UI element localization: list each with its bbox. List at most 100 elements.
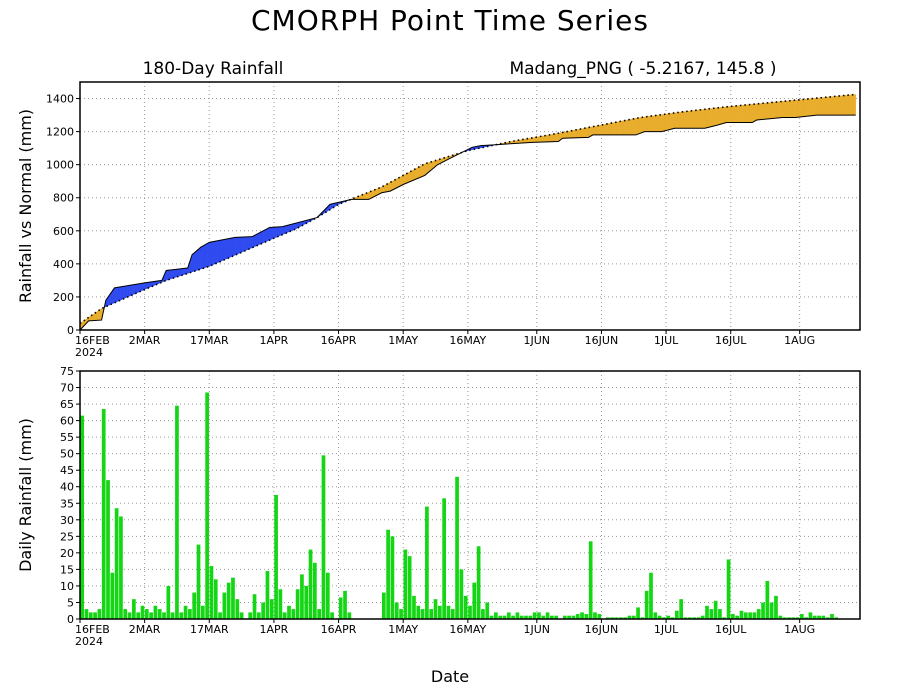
cumulative-panel: 0 200 400 600 800 1000 1200 1400 16FEB 2MAR 17MAR 1… [16,81,861,359]
deficit-fill [553,133,557,142]
deficit-fill [97,309,100,321]
deficit-fill [409,170,413,183]
deficit-fill [736,105,740,123]
surplus-fill [140,282,143,292]
surplus-fill [204,243,208,269]
deficit-fill [812,98,815,116]
surplus-fill [144,282,147,290]
deficit-fill [405,172,408,184]
deficit-fill [698,109,701,129]
daily-rainfall-bar [623,617,627,619]
daily-xtick-label: 2MAR [129,623,161,636]
deficit-fill [693,110,697,129]
daily-rainfall-bar [588,541,593,619]
deficit-fill [734,105,738,123]
deficit-fill [536,136,540,143]
daily-rainfall-bar [799,614,804,619]
deficit-fill [840,95,843,116]
deficit-fill [851,94,854,116]
daily-rainfall-bar [830,614,834,619]
daily-ytick-label: 55 [60,431,74,444]
daily-rainfall-bar [325,572,330,619]
daily-rainfall-bar [726,559,731,619]
surplus-fill [202,244,206,269]
daily-rainfall-bar [795,617,800,619]
deficit-fill [715,107,718,126]
surplus-fill [206,242,210,268]
daily-rainfall-bar [787,617,791,619]
daily-rainfall-bar [252,594,257,619]
surplus-fill [232,237,236,257]
surplus-fill [290,223,294,232]
x-axis-title: Date [431,667,469,686]
surplus-fill [269,227,272,241]
deficit-fill [719,107,723,125]
deficit-fill [700,109,703,129]
deficit-fill [808,98,811,117]
deficit-fill [551,133,555,142]
deficit-fill [614,121,617,136]
deficit-fill [680,111,684,129]
daily-rainfall-bar [696,617,701,619]
deficit-fill [547,134,550,143]
daily-rainfall-bar [752,612,757,619]
daily-rainfall-bar [261,602,266,619]
daily-rainfall-bar [338,597,343,619]
daily-y-axis-title: Daily Rainfall (mm) [16,418,35,572]
surplus-fill [241,236,244,253]
deficit-fill [724,106,727,124]
daily-xtick-label: 1AUG [784,623,815,636]
deficit-fill [758,103,762,121]
deficit-fill [741,104,744,123]
daily-rainfall-bar [321,455,326,619]
surplus-fill [252,235,255,248]
surplus-fill [262,229,266,244]
surplus-fill [258,231,262,246]
deficit-fill [730,105,734,123]
daily-rainfall-bar [825,617,830,619]
daily-rainfall-bar [300,574,304,619]
deficit-fill [782,100,785,118]
surplus-fill [222,239,225,262]
deficit-fill [849,94,852,116]
deficit-fill [655,115,658,132]
surplus-fill [200,245,204,270]
surplus-fill [239,236,242,254]
daily-rainfall-bar [446,605,451,619]
deficit-fill [573,129,576,139]
daily-ytick-label: 65 [60,398,74,411]
surplus-fill [230,237,234,258]
deficit-fill [827,96,831,116]
deficit-fill [818,97,822,116]
daily-rainfall-bar [593,612,597,619]
daily-rainfall-bar [476,546,481,619]
deficit-fill [605,123,609,136]
daily-rainfall-bar [295,589,300,619]
daily-rainfall-bar [550,615,554,619]
daily-ytick-label: 25 [60,530,74,543]
daily-rainfall-bar [144,609,149,619]
surplus-fill [213,240,216,265]
daily-rainfall-bar [463,595,468,619]
daily-rainfall-bar [674,610,679,619]
deficit-fill [532,137,535,143]
deficit-fill [568,130,572,139]
deficit-fill [413,168,417,181]
deficit-fill [633,118,637,136]
daily-rainfall-bar [498,615,503,619]
daily-ytick-label: 20 [60,547,74,560]
daily-rainfall-bar [330,612,334,619]
deficit-fill [756,103,759,121]
daily-xtick-label: 16JUL [715,623,747,636]
chart-subtitle-right: Madang_PNG ( -5.2167, 145.8 ) [509,59,776,79]
deficit-fill [764,102,768,120]
daily-rainfall-bar [670,617,675,619]
daily-ytick-label: 75 [60,365,74,378]
deficit-fill [543,135,546,143]
deficit-fill [583,127,587,138]
deficit-fill [612,122,615,136]
daily-rainfall-bar [597,614,602,619]
surplus-fill [209,241,212,267]
deficit-fill [831,96,835,116]
surplus-fill [122,285,126,300]
